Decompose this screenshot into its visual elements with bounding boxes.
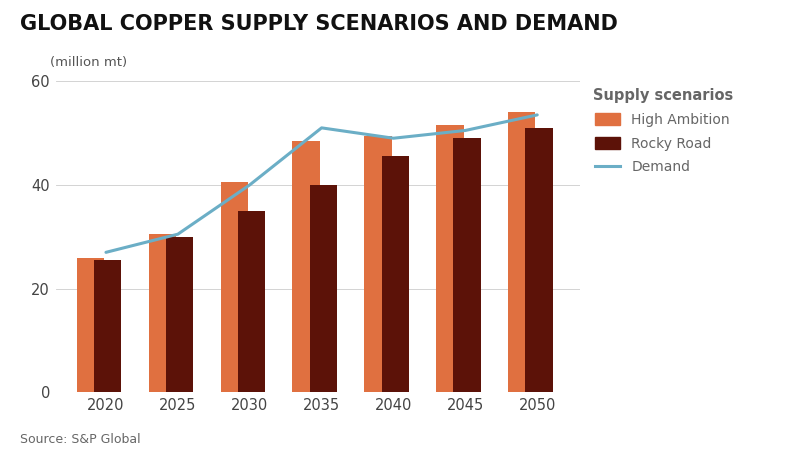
Bar — [453, 138, 481, 392]
Bar — [149, 234, 176, 392]
Text: Source: S&P Global: Source: S&P Global — [20, 433, 141, 446]
Legend: High Ambition, Rocky Road, Demand: High Ambition, Rocky Road, Demand — [592, 88, 733, 174]
Bar — [310, 185, 337, 392]
Text: GLOBAL COPPER SUPPLY SCENARIOS AND DEMAND: GLOBAL COPPER SUPPLY SCENARIOS AND DEMAN… — [20, 14, 618, 33]
Bar — [238, 211, 266, 392]
Bar — [436, 125, 463, 392]
Bar — [77, 258, 104, 392]
Bar — [220, 182, 248, 392]
Bar — [382, 156, 409, 392]
Bar — [508, 112, 535, 392]
Bar — [293, 141, 320, 392]
Bar — [94, 260, 122, 392]
Bar — [364, 136, 392, 392]
Bar — [525, 128, 553, 392]
Text: (million mt): (million mt) — [50, 56, 127, 69]
Bar — [166, 237, 193, 392]
